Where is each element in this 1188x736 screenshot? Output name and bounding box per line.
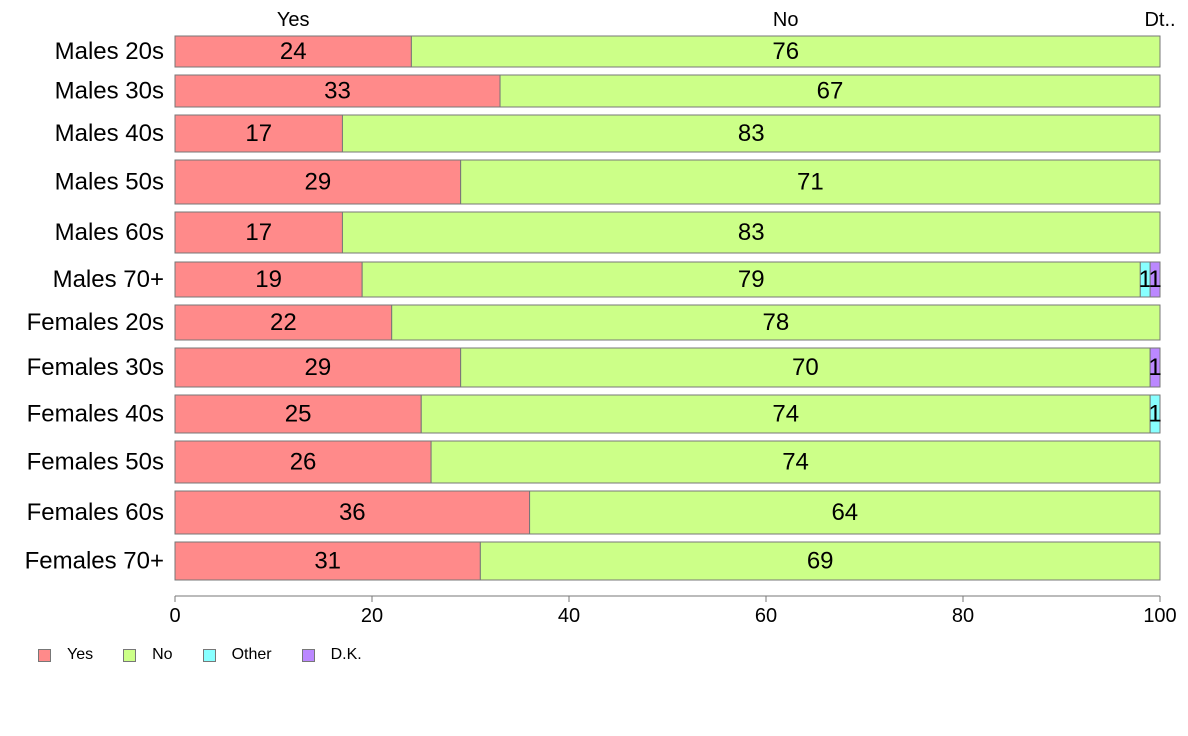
bar-segment <box>420 394 1151 434</box>
bar-value-label: 31 <box>314 548 341 575</box>
category-label: Females 70+ <box>25 548 164 575</box>
bar-value-label: 64 <box>831 499 858 526</box>
bar-segment <box>174 74 501 108</box>
bar-value-label: 26 <box>290 449 317 476</box>
bar-value-label: 17 <box>245 120 272 147</box>
bar-value-label: 1 <box>1148 266 1161 293</box>
category-label: Females 20s <box>27 309 164 336</box>
legend: Yes No Other D.K. <box>38 646 392 664</box>
bar-value-label: 83 <box>738 219 765 246</box>
legend-label-yes: Yes <box>67 646 94 663</box>
category-label: Females 30s <box>27 354 164 381</box>
category-label: Males 70+ <box>53 266 164 293</box>
category-label: Males 40s <box>55 120 164 147</box>
bar-segment <box>174 541 481 581</box>
legend-swatch-dk <box>301 648 315 662</box>
bar-value-label: 1 <box>1148 401 1161 428</box>
x-tick-label: 60 <box>755 605 777 627</box>
bar-value-label: 74 <box>772 401 799 428</box>
x-tick-label: 100 <box>1143 605 1176 627</box>
bar-segment <box>391 304 1161 341</box>
top-label-dt: Dt.. <box>1144 9 1175 31</box>
category-label: Males 20s <box>55 38 164 65</box>
x-tick-label: 80 <box>952 605 974 627</box>
bar-value-label: 36 <box>339 499 366 526</box>
legend-item-dk: D.K. <box>301 646 362 664</box>
bar-value-label: 22 <box>270 309 297 336</box>
category-label: Males 30s <box>55 78 164 105</box>
category-label: Females 60s <box>27 499 164 526</box>
bar-segment <box>410 35 1161 68</box>
category-label: Males 60s <box>55 219 164 246</box>
bar-segment <box>174 211 343 254</box>
bar-value-label: 67 <box>817 78 844 105</box>
bar-segment <box>341 114 1161 153</box>
bar-segment <box>460 159 1161 205</box>
bar-value-label: 70 <box>792 354 819 381</box>
bar-segment <box>529 490 1161 535</box>
bar-segment <box>430 440 1161 484</box>
legend-label-other: Other <box>231 646 272 663</box>
bar-segment <box>460 347 1151 388</box>
bar-segment <box>174 490 531 535</box>
legend-swatch-other <box>202 648 216 662</box>
bar-segment <box>479 541 1161 581</box>
bar-segment <box>174 159 462 205</box>
legend-item-yes: Yes <box>38 646 93 664</box>
legend-label-no: No <box>152 646 173 663</box>
bar-value-label: 79 <box>738 266 765 293</box>
bar-value-label: 1 <box>1148 354 1161 381</box>
bar-value-label: 69 <box>807 548 834 575</box>
x-tick-label: 40 <box>558 605 580 627</box>
bar-value-label: 33 <box>324 78 351 105</box>
legend-item-other: Other <box>202 646 272 664</box>
bar-value-label: 74 <box>782 449 809 476</box>
bar-value-label: 83 <box>738 120 765 147</box>
bar-segment <box>174 347 462 388</box>
bar-segment <box>1149 261 1161 298</box>
top-label-yes: Yes <box>277 9 310 31</box>
bar-segment <box>174 304 393 341</box>
legend-swatch-no <box>123 648 137 662</box>
legend-item-no: No <box>123 646 173 664</box>
bar-value-label: 71 <box>797 169 824 196</box>
bar-value-label: 25 <box>285 401 312 428</box>
x-tick-label: 0 <box>169 605 180 627</box>
bar-value-label: 1 <box>1139 266 1152 293</box>
category-label: Females 40s <box>27 401 164 428</box>
bar-value-label: 76 <box>772 38 799 65</box>
bar-value-label: 17 <box>245 219 272 246</box>
bar-value-label: 29 <box>304 169 331 196</box>
x-tick-label: 20 <box>361 605 383 627</box>
bar-segment <box>361 261 1141 298</box>
bar-segment <box>174 394 422 434</box>
legend-label-dk: D.K. <box>330 646 362 663</box>
bar-value-label: 24 <box>280 38 307 65</box>
bar-segment <box>1149 347 1161 388</box>
bar-segment <box>174 35 412 68</box>
category-label: Males 50s <box>55 169 164 196</box>
bar-value-label: 78 <box>762 309 789 336</box>
legend-swatch-yes <box>38 648 51 662</box>
bar-segment <box>499 74 1161 108</box>
category-label: Females 50s <box>27 449 164 476</box>
bar-segment <box>174 114 343 153</box>
bar-segment <box>1149 394 1161 434</box>
bar-value-label: 29 <box>304 354 331 381</box>
bar-segment <box>341 211 1161 254</box>
bar-segment <box>174 440 432 484</box>
top-label-no: No <box>773 9 799 31</box>
bar-value-label: 19 <box>255 266 282 293</box>
